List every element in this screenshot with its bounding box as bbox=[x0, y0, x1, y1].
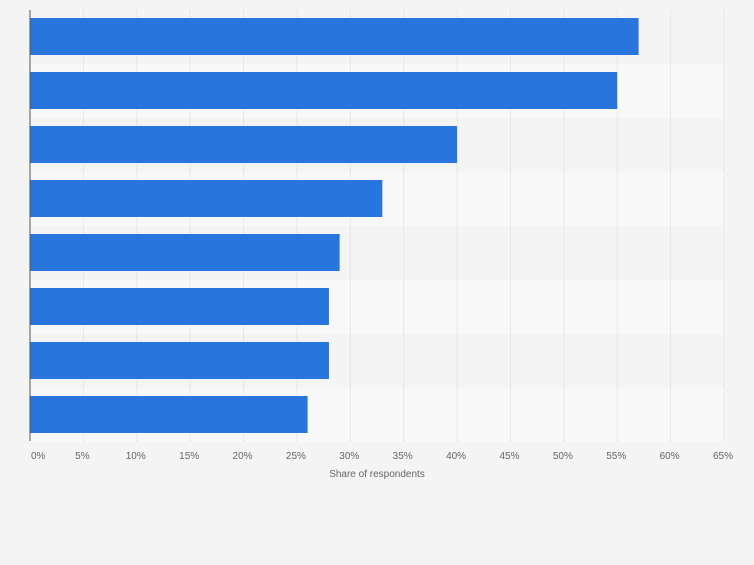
bar[interactable] bbox=[30, 18, 639, 55]
bar[interactable] bbox=[30, 72, 618, 109]
bar[interactable] bbox=[30, 180, 383, 217]
x-tick-label: 15% bbox=[179, 451, 199, 462]
x-tick-label: 55% bbox=[606, 451, 626, 462]
bar[interactable] bbox=[30, 342, 329, 379]
x-tick-label: 25% bbox=[286, 451, 306, 462]
x-axis-ticks: 0% 5% 10% 15% 20% 25% 30% 35% 40% 45% 50% 55% 60% 65% bbox=[31, 451, 733, 462]
x-tick-label: 10% bbox=[126, 451, 146, 462]
x-tick-label: 40% bbox=[446, 451, 466, 462]
x-tick-label: 0% bbox=[31, 451, 46, 462]
x-tick-label: 20% bbox=[233, 451, 253, 462]
x-tick-label: 35% bbox=[393, 451, 413, 462]
x-tick-label: 30% bbox=[339, 451, 359, 462]
bar[interactable] bbox=[30, 126, 458, 163]
x-tick-label: 50% bbox=[553, 451, 573, 462]
x-tick-label: 65% bbox=[713, 451, 733, 462]
bar[interactable] bbox=[30, 234, 340, 271]
bar[interactable] bbox=[30, 396, 308, 433]
x-axis-title: Share of respondents bbox=[329, 469, 425, 480]
bar[interactable] bbox=[30, 288, 329, 325]
bars bbox=[30, 18, 639, 433]
x-tick-label: 45% bbox=[499, 451, 519, 462]
x-tick-label: 60% bbox=[660, 451, 680, 462]
x-tick-label: 5% bbox=[75, 451, 90, 462]
